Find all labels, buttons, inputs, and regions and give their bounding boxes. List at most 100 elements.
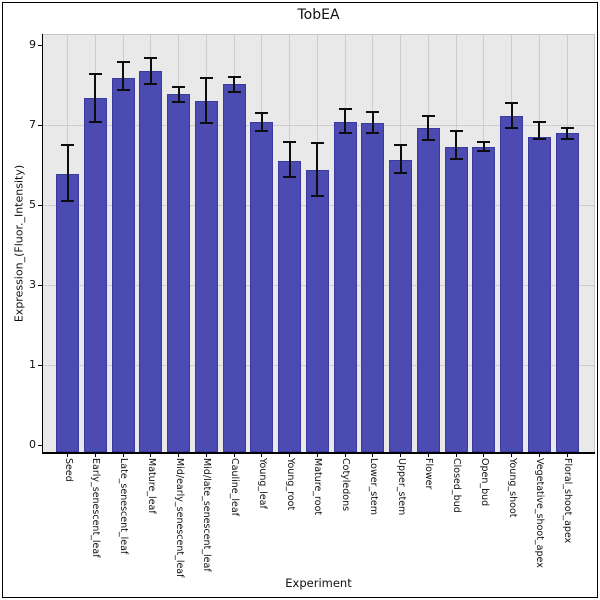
horizontal-gridline [43,125,594,126]
x-tick-label: Young_leaf [256,458,268,509]
y-tick-label: 0 [29,438,36,451]
error-bar-cap-top [88,72,102,75]
error-bar-whisker [205,77,208,124]
error-bar-whisker [66,145,69,201]
x-tick-label: Lower_stem [367,458,379,515]
y-tick-mark [38,205,42,206]
x-tick-label: Open_bud [478,458,490,507]
error-bar-whisker [538,121,541,140]
bar [139,71,163,452]
error-bar-cap-bottom [283,176,297,179]
x-tick-label: Closed_bud [451,458,463,513]
error-bar-whisker [510,102,513,128]
error-bar-cap-bottom [421,138,435,141]
x-tick-label: Mature_leaf [145,458,157,514]
x-tick-mark [511,454,513,457]
x-tick-label: Mature_root [312,458,324,516]
error-bar-whisker [149,57,152,85]
bar [416,128,440,452]
bar [305,169,329,452]
x-tick-mark [261,454,263,457]
error-bar-cap-bottom [172,100,186,103]
y-axis-line [42,34,43,453]
error-bar-cap-top [366,111,380,114]
error-bar-cap-top [505,101,519,104]
error-bar-cap-top [477,140,491,143]
y-tick-mark [38,445,42,446]
error-bar-whisker [344,109,347,133]
x-tick-mark [566,454,568,457]
error-bar-cap-bottom [449,158,463,161]
bar [333,121,357,452]
error-bar-whisker [288,141,291,178]
error-bar-cap-top [394,144,408,146]
x-tick-label: Floral_shoot_apex [562,458,574,544]
error-bar-cap-top [310,142,324,145]
error-bar-cap-top [172,85,186,88]
y-tick-label: 7 [29,118,36,131]
error-bar-whisker [177,86,180,102]
bar [83,97,107,452]
error-bar-cap-bottom [199,122,213,125]
x-axis-line [42,452,595,454]
error-bar-cap-bottom [366,132,380,135]
error-bar-cap-bottom [144,83,158,86]
x-tick-mark [427,454,429,457]
error-bar-cap-top [199,76,213,79]
y-tick-label: 5 [29,198,36,211]
bar [278,161,302,452]
error-bar-cap-bottom [116,88,130,91]
x-tick-mark [483,454,485,457]
y-tick-mark [38,285,42,286]
error-bar-cap-top [116,61,130,64]
error-bar-whisker [260,112,263,131]
error-bar-cap-bottom [394,172,408,175]
x-tick-mark [344,454,346,457]
error-bar-cap-bottom [532,138,546,141]
error-bar-cap-bottom [255,130,269,132]
x-tick-mark [233,454,235,457]
x-tick-mark [150,454,152,457]
bar [361,123,385,452]
error-bar-cap-bottom [88,120,102,123]
bar [194,101,218,452]
error-bar-whisker [482,141,485,151]
bar [444,146,468,452]
error-bar-whisker [455,131,458,160]
error-bar-cap-top [283,140,297,143]
error-bar-cap-top [421,114,435,117]
x-tick-label: Upper_stem [395,458,407,516]
x-tick-mark [316,454,318,457]
error-bar-cap-top [560,126,574,129]
error-bar-cap-top [449,130,463,132]
x-tick-mark [94,454,96,457]
chart-title: TobEA [297,7,340,23]
y-tick-label: 1 [29,358,36,371]
error-bar-cap-top [61,144,75,146]
y-tick-mark [38,45,42,46]
x-tick-mark [372,454,374,457]
x-tick-label: Seed [62,458,74,482]
error-bar-whisker [427,115,430,140]
error-bar-cap-top [338,108,352,110]
x-tick-mark [289,454,291,457]
x-tick-label: Early_senescent_leaf [90,458,102,558]
error-bar-cap-bottom [477,150,491,152]
error-bar-cap-bottom [227,90,241,93]
error-bar-cap-bottom [505,126,519,129]
x-tick-label: Cotyledons [340,458,352,512]
x-tick-mark [400,454,402,457]
error-bar-whisker [233,76,236,92]
error-bar-cap-top [144,56,158,59]
error-bar-cap-bottom [310,194,324,197]
bar [500,115,524,452]
error-bar-whisker [399,145,402,174]
x-tick-mark [122,454,124,457]
error-bar-whisker [371,112,374,134]
y-tick-mark [38,125,42,126]
plot-top-spine [43,34,595,35]
bar [389,159,413,452]
y-tick-mark [38,365,42,366]
x-tick-label: Cauline_leaf [229,458,241,517]
